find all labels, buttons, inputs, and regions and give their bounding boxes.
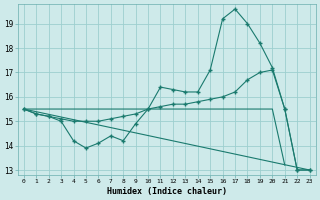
X-axis label: Humidex (Indice chaleur): Humidex (Indice chaleur) (107, 187, 227, 196)
